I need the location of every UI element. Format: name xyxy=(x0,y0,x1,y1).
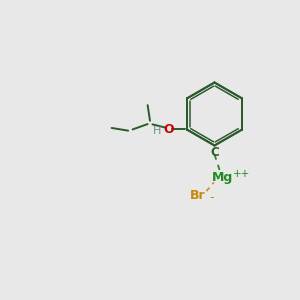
Text: H: H xyxy=(152,126,161,136)
Text: C: C xyxy=(211,146,220,160)
Text: O: O xyxy=(163,123,174,136)
Text: Mg: Mg xyxy=(212,170,233,184)
Text: -: - xyxy=(210,190,214,204)
Text: Br: Br xyxy=(190,189,205,202)
Text: ++: ++ xyxy=(233,169,250,179)
